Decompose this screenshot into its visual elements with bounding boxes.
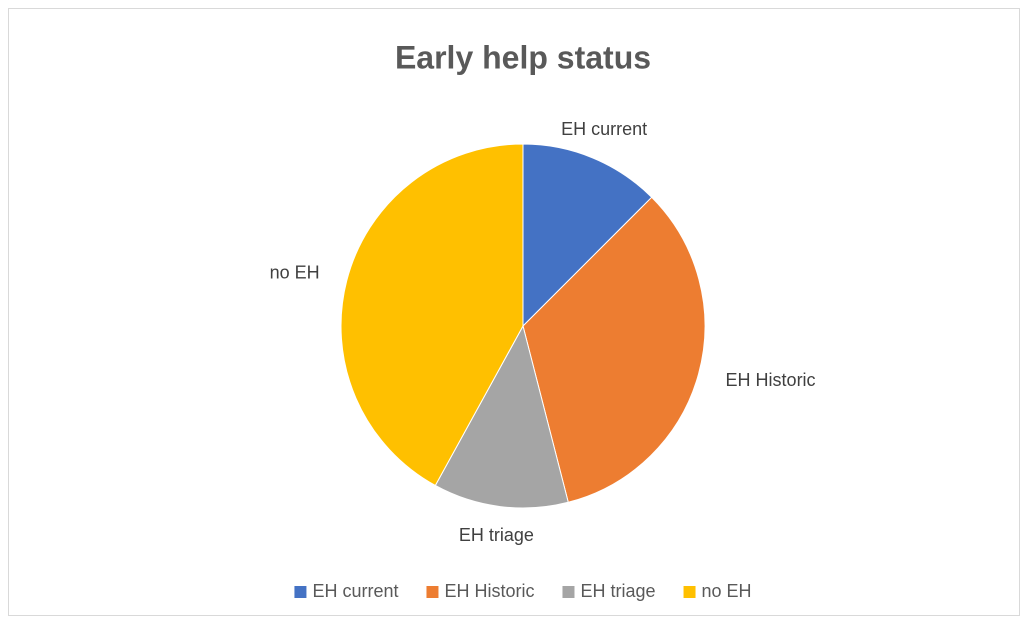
legend-label: EH Historic bbox=[444, 581, 534, 601]
legend-swatch bbox=[426, 586, 439, 598]
legend-swatch bbox=[683, 586, 696, 598]
legend-label: EH triage bbox=[580, 581, 655, 601]
pie-slice bbox=[340, 143, 524, 487]
legend-label: EH current bbox=[312, 581, 398, 601]
legend-label: no EH bbox=[702, 581, 752, 601]
chart-title: Early help status bbox=[395, 39, 651, 75]
data-label: EH current bbox=[561, 119, 647, 139]
legend-swatch bbox=[562, 586, 575, 598]
pie-slice bbox=[434, 324, 569, 509]
pie-slice bbox=[522, 143, 653, 328]
data-label: EH triage bbox=[459, 525, 534, 545]
pie-slice bbox=[522, 196, 706, 503]
legend-swatch bbox=[294, 586, 307, 598]
data-label: EH Historic bbox=[726, 370, 816, 390]
data-label: no EH bbox=[270, 263, 320, 283]
